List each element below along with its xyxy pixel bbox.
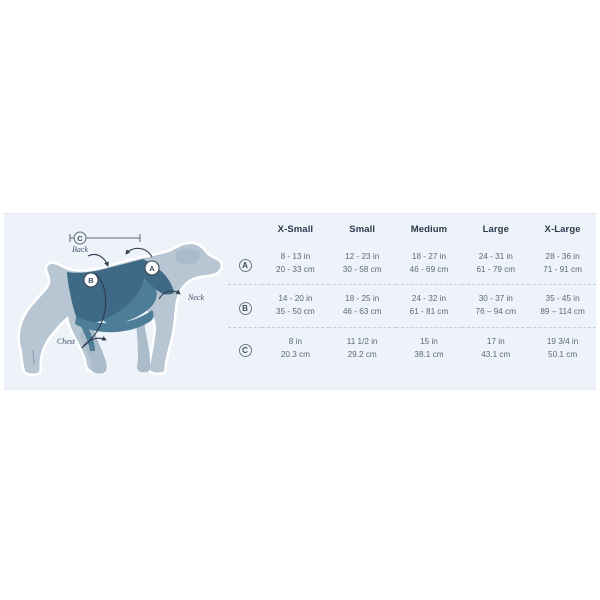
dog-tail-mark: [32, 349, 35, 365]
value-inches: 14 - 20 in: [278, 294, 313, 304]
value-inches: 18 - 27 in: [411, 252, 447, 261]
table-row: B 14 - 20 in 35 - 50 cm 18 - 25 in 46 - …: [228, 286, 596, 327]
row-marker-a-cell: A: [228, 244, 262, 285]
neck-arrow: [158, 289, 181, 300]
value-inches: 24 - 32 in: [411, 294, 447, 304]
cell-a-medium: 18 - 27 in 46 - 69 cm: [396, 244, 463, 285]
row-badge-c: C: [238, 344, 252, 358]
value-centimeters: 71 - 91 cm: [543, 264, 582, 274]
value-centimeters: 61 - 79 cm: [476, 264, 516, 274]
cell-b-medium: 24 - 32 in 61 - 81 cm: [396, 286, 463, 327]
cell-a-large: 24 - 31 in 61 - 79 cm: [462, 244, 529, 285]
value-centimeters: 76 – 94 cm: [475, 307, 517, 317]
value-centimeters: 50.1 cm: [548, 349, 578, 359]
marker-c-label: C: [77, 234, 83, 243]
size-table-header-row: X-Small Small Medium Large X-Large: [228, 224, 596, 244]
back-measurement-indicator: C Back: [69, 231, 141, 254]
cell-a-x-small: 8 - 13 in 20 - 33 cm: [262, 244, 329, 285]
label-back: Back: [72, 245, 88, 254]
value-inches: 18 - 25 in: [345, 294, 380, 304]
column-header-x-small: X-Small: [277, 224, 314, 235]
column-header-medium: Medium: [410, 224, 448, 235]
back-arrow: [87, 253, 109, 267]
value-centimeters: 43.1 cm: [481, 349, 511, 359]
row-badge-b: B: [238, 301, 252, 315]
value-centimeters: 46 - 63 cm: [342, 307, 382, 317]
value-inches: 8 in: [288, 336, 302, 346]
row-marker-b-cell: B: [228, 286, 262, 327]
row-divider: [228, 326, 596, 329]
value-inches: 28 - 36 in: [545, 252, 580, 261]
row-marker-c-cell: C: [228, 329, 262, 369]
chest-curve-left: [81, 273, 107, 349]
cell-b-x-large: 35 - 45 in 89 – 114 cm: [529, 286, 596, 327]
value-inches: 15 in: [420, 336, 438, 346]
column-header-large: Large: [482, 224, 509, 235]
cell-c-medium: 15 in 38.1 cm: [396, 329, 463, 369]
table-row: A 8 - 13 in 20 - 33 cm 12 - 23 in 30 - 5…: [228, 244, 596, 285]
marker-a-circle: [144, 260, 160, 276]
marker-c-circle: [73, 231, 87, 245]
value-centimeters: 29.2 cm: [347, 349, 377, 359]
value-centimeters: 20.3 cm: [280, 349, 310, 359]
table-corner-cell: [228, 224, 262, 244]
row-badge-a: A: [238, 259, 252, 273]
chest-arrow: [81, 336, 107, 349]
arrow-to-withers: [125, 247, 153, 258]
value-centimeters: 20 - 33 cm: [276, 264, 315, 274]
cell-b-small: 18 - 25 in 46 - 63 cm: [329, 286, 396, 327]
value-inches: 24 - 31 in: [478, 252, 513, 261]
value-centimeters: 38.1 cm: [414, 349, 444, 359]
cell-c-small: 11 1/2 in 29.2 cm: [329, 329, 396, 369]
dog-ear: [176, 248, 200, 265]
harness-side-flap: [103, 278, 157, 325]
value-centimeters: 35 - 50 cm: [276, 307, 315, 317]
cell-a-x-large: 28 - 36 in 71 - 91 cm: [529, 244, 596, 285]
size-table: X-Small Small Medium Large X-Large A: [228, 224, 596, 369]
value-inches: 35 - 45 in: [545, 294, 580, 304]
cell-c-large: 17 in 43.1 cm: [462, 329, 529, 369]
value-centimeters: 46 - 69 cm: [409, 264, 449, 274]
cell-b-x-small: 14 - 20 in 35 - 50 cm: [262, 286, 329, 327]
value-centimeters: 89 – 114 cm: [540, 307, 585, 317]
column-header-small: Small: [349, 224, 376, 235]
value-inches: 8 - 13 in: [280, 252, 311, 261]
value-inches: 19 3/4 in: [546, 336, 579, 346]
marker-b-circle: [83, 272, 99, 288]
cell-a-small: 12 - 23 in 30 - 58 cm: [329, 244, 396, 285]
cell-b-large: 30 - 37 in 76 – 94 cm: [462, 286, 529, 327]
value-centimeters: 61 - 81 cm: [409, 307, 449, 317]
value-centimeters: 30 - 58 cm: [342, 264, 382, 274]
label-neck: Neck: [187, 293, 204, 302]
row-divider: [228, 284, 596, 287]
label-chest: Chest: [57, 337, 76, 346]
value-inches: 12 - 23 in: [345, 252, 380, 261]
dog-harness-illustration: C Back Chest: [4, 214, 232, 391]
cell-c-x-small: 8 in 20.3 cm: [262, 329, 329, 369]
value-inches: 30 - 37 in: [478, 294, 513, 304]
column-header-x-large: X-Large: [544, 224, 581, 235]
table-row: C 8 in 20.3 cm 11 1/2 in 29.2 cm 15 in: [228, 329, 596, 369]
value-inches: 17 in: [486, 336, 505, 346]
cell-c-x-large: 19 3/4 in 50.1 cm: [529, 329, 596, 369]
size-table-container: X-Small Small Medium Large X-Large A: [228, 224, 596, 384]
marker-a-label: A: [149, 264, 155, 273]
value-inches: 11 1/2 in: [346, 336, 378, 346]
harness-belly-band: [75, 310, 154, 333]
size-chart-panel: C Back Chest: [4, 213, 596, 390]
marker-b-label: B: [88, 276, 94, 285]
